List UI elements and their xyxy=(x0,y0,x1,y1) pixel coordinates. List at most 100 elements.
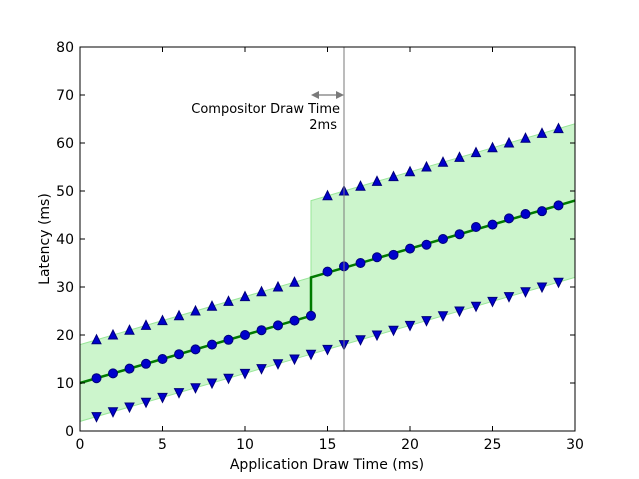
triangle-down-marker xyxy=(206,378,218,390)
triangle-down-marker xyxy=(520,287,531,298)
triangle-up-marker xyxy=(272,280,284,292)
circle-marker xyxy=(174,349,184,360)
circle-marker xyxy=(504,213,514,224)
y-tick-label: 30 xyxy=(56,280,74,296)
circle-marker xyxy=(372,252,382,263)
x-tick-label: 15 xyxy=(319,437,337,453)
triangle-down-marker xyxy=(536,282,548,294)
arrow-head-right xyxy=(336,91,344,99)
circle-marker xyxy=(421,239,432,250)
triangle-up-marker xyxy=(388,170,399,182)
x-tick-label: 10 xyxy=(236,437,254,453)
y-tick-label: 50 xyxy=(56,184,74,200)
arrow-head-left xyxy=(311,91,319,99)
circle-marker xyxy=(157,354,168,364)
circle-marker xyxy=(405,243,415,254)
triangle-down-marker xyxy=(437,311,449,322)
circle-marker xyxy=(256,325,267,336)
triangle-up-marker xyxy=(454,151,465,162)
triangle-down-marker xyxy=(190,383,201,394)
y-axis-title: Latency (ms) xyxy=(37,193,53,285)
circle-marker xyxy=(520,209,531,220)
axis-ticks: 0 5 10 15 20 25 30 0 10 20 30 40 50 60 70 80 xyxy=(56,40,584,453)
triangle-up-marker xyxy=(322,189,333,201)
triangle-down-marker xyxy=(553,277,564,289)
circle-marker xyxy=(553,200,564,211)
circle-marker xyxy=(322,266,333,277)
circle-marker xyxy=(438,234,448,244)
circle-marker xyxy=(108,368,118,379)
triangle-up-marker xyxy=(206,300,218,311)
triangle-up-marker xyxy=(190,304,201,316)
triangle-up-marker xyxy=(107,328,119,340)
x-tick-label: 0 xyxy=(76,437,85,453)
annotation-line2: 2ms xyxy=(309,118,337,133)
circle-marker xyxy=(471,222,481,232)
compositor-annotation: Compositor Draw Time 2ms xyxy=(191,47,345,431)
triangle-up-marker xyxy=(256,285,267,297)
triangle-up-marker xyxy=(437,156,449,167)
triangle-up-marker xyxy=(289,276,300,287)
triangle-down-marker xyxy=(454,306,465,318)
circle-marker xyxy=(141,358,151,369)
y-tick-label: 0 xyxy=(65,424,74,440)
triangle-down-marker xyxy=(289,354,300,366)
triangle-up-marker xyxy=(470,146,482,158)
circle-marker xyxy=(223,334,234,345)
triangle-down-marker xyxy=(157,392,168,404)
triangle-up-marker xyxy=(421,160,432,172)
annotation-line1: Compositor Draw Time xyxy=(191,102,340,117)
triangle-down-marker xyxy=(173,388,185,399)
triangle-down-marker xyxy=(470,301,482,313)
triangle-down-marker xyxy=(239,368,251,380)
triangle-up-marker xyxy=(124,324,135,335)
triangle-down-marker xyxy=(503,292,515,303)
triangle-up-marker xyxy=(503,136,515,148)
triangle-down-marker xyxy=(322,344,333,356)
x-tick-label: 5 xyxy=(158,437,167,453)
x-tick-label: 25 xyxy=(484,437,502,453)
circle-marker xyxy=(306,310,316,321)
triangle-down-marker xyxy=(256,364,267,375)
triangle-up-marker xyxy=(91,333,102,345)
triangle-up-marker xyxy=(404,165,416,177)
triangle-up-marker xyxy=(239,290,251,302)
triangle-down-marker xyxy=(421,316,432,327)
triangle-down-marker xyxy=(223,373,234,385)
triangle-up-marker xyxy=(536,127,548,138)
triangle-up-marker xyxy=(371,175,383,186)
triangle-down-marker xyxy=(305,349,317,361)
circle-marker xyxy=(289,315,300,326)
circle-marker xyxy=(273,320,283,331)
circle-marker xyxy=(124,363,135,374)
x-tick-label: 20 xyxy=(401,437,419,453)
triangle-up-marker xyxy=(173,309,185,321)
triangle-down-marker xyxy=(124,402,135,414)
x-axis-title: Application Draw Time (ms) xyxy=(230,457,424,473)
triangle-down-marker xyxy=(404,320,416,332)
triangle-up-marker xyxy=(140,319,152,330)
circle-marker xyxy=(355,258,366,268)
triangle-up-marker xyxy=(553,122,564,134)
triangle-down-marker xyxy=(371,330,383,342)
circle-marker xyxy=(388,249,399,260)
triangle-down-marker xyxy=(388,325,399,337)
x-tick-label: 30 xyxy=(566,437,584,453)
triangle-down-marker xyxy=(91,412,102,423)
triangle-up-marker xyxy=(157,314,168,326)
triangle-up-marker xyxy=(487,141,498,153)
y-tick-label: 40 xyxy=(56,232,74,248)
circle-marker xyxy=(537,206,547,217)
circle-marker xyxy=(240,330,250,340)
y-tick-label: 20 xyxy=(56,328,74,344)
circle-marker xyxy=(91,373,102,384)
triangle-down-marker xyxy=(140,397,152,409)
y-tick-label: 80 xyxy=(56,40,74,56)
triangle-up-marker xyxy=(520,132,531,143)
y-tick-label: 60 xyxy=(56,136,74,152)
triangle-down-marker xyxy=(355,335,366,346)
circle-marker xyxy=(190,344,201,355)
triangle-up-marker xyxy=(355,180,366,191)
data-markers xyxy=(91,122,564,423)
